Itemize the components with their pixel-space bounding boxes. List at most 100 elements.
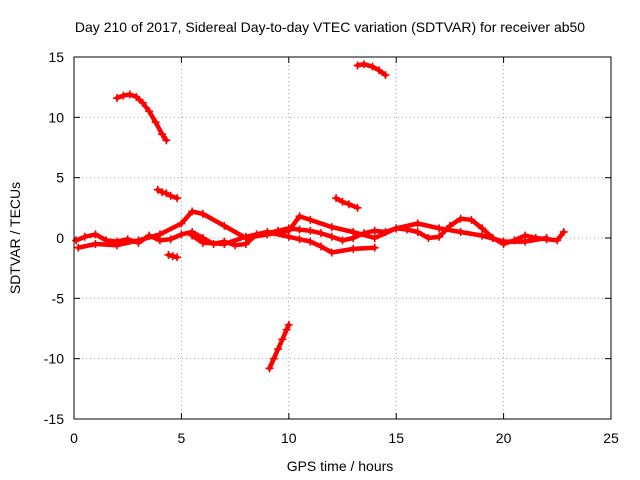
data-point (173, 253, 182, 262)
series-short-segment-6 (164, 250, 182, 262)
data-point (435, 224, 444, 233)
series-main-band-C (188, 227, 379, 257)
data-point (353, 61, 362, 70)
data-point (220, 221, 229, 230)
axis-ticks: 0 5 10 15 20 25 -15 -10 -5 0 5 10 15 (44, 49, 619, 446)
data-point (168, 252, 177, 261)
data-point (278, 335, 287, 344)
y-tick-label: -10 (44, 351, 64, 367)
data-point (349, 244, 358, 253)
data-point (368, 62, 377, 71)
x-tick-label: 0 (70, 430, 78, 446)
data-point (263, 227, 272, 236)
data-point (327, 223, 336, 232)
y-tick-label: -5 (52, 290, 65, 306)
data-point (306, 215, 315, 224)
data-point (166, 235, 175, 244)
y-tick-label: 0 (56, 230, 64, 246)
data-point (381, 71, 390, 80)
data-point (317, 242, 326, 251)
data-point (338, 236, 347, 245)
x-tick-label: 10 (281, 430, 297, 446)
data-point (456, 227, 465, 236)
data-point (72, 236, 81, 245)
data-point (559, 227, 568, 236)
data-point (359, 60, 368, 69)
data-point (164, 250, 173, 259)
data-point (145, 107, 154, 116)
data-point (162, 136, 171, 145)
y-tick-label: 5 (56, 170, 64, 186)
data-point (138, 98, 147, 107)
data-point (112, 94, 121, 103)
data-point (306, 237, 315, 246)
data-point (370, 226, 379, 235)
data-point (198, 209, 207, 218)
data-point (317, 229, 326, 238)
data-point (198, 238, 207, 247)
data-point (521, 237, 530, 246)
series-line (333, 195, 360, 211)
data-point (166, 191, 175, 200)
data-point (424, 234, 433, 242)
x-tick-label: 5 (178, 430, 186, 446)
data-point (456, 214, 465, 223)
data-point (375, 66, 384, 75)
data-point (155, 230, 164, 239)
series-line (189, 229, 377, 255)
data-point (177, 219, 186, 228)
data-point (327, 248, 336, 257)
data-point (435, 232, 444, 241)
series-short-segment-4 (153, 185, 182, 203)
data-point (125, 90, 134, 99)
data-point (413, 227, 422, 236)
data-point (177, 230, 186, 239)
data-point (338, 197, 347, 206)
series-short-segment-5 (332, 194, 362, 212)
data-point (220, 240, 229, 249)
x-tick-label: 15 (388, 430, 404, 446)
data-point (269, 354, 278, 363)
data-point (151, 118, 160, 127)
data-point (284, 232, 293, 241)
data-point (153, 185, 162, 194)
data-point (306, 226, 315, 235)
data-point (158, 130, 167, 139)
data-point (467, 215, 476, 224)
data-point (370, 234, 379, 242)
data-point (188, 207, 197, 216)
data-point (274, 345, 283, 354)
data-point (158, 188, 167, 197)
data-point (349, 227, 358, 236)
data-point (91, 240, 100, 249)
data-point (478, 231, 487, 240)
data-point (499, 237, 508, 246)
data-point (332, 194, 341, 203)
data-point (295, 235, 304, 244)
y-axis-label: SDTVAR / TECUs (7, 182, 23, 294)
series-main-band-B (74, 207, 551, 252)
y-tick-label: 15 (48, 49, 64, 65)
series-short-segment-1 (112, 90, 171, 145)
data-point (284, 320, 293, 329)
data-point (173, 194, 182, 203)
data-point (91, 230, 100, 239)
data-point (344, 200, 353, 209)
plot-frame (73, 56, 612, 420)
data-point (392, 224, 401, 233)
data-point (162, 189, 171, 198)
data-point (119, 91, 128, 100)
data-point (413, 219, 422, 228)
data-point (295, 212, 304, 221)
data-point (134, 236, 143, 245)
data-point (327, 232, 336, 241)
x-tick-label: 25 (603, 430, 619, 446)
data-point (542, 234, 551, 242)
data-point (241, 232, 250, 241)
data-points (72, 60, 568, 373)
y-tick-label: -15 (44, 411, 64, 427)
data-point (553, 236, 562, 245)
chart-title: Day 210 of 2017, Sidereal Day-to-day VTE… (75, 19, 585, 35)
data-point (370, 243, 379, 252)
